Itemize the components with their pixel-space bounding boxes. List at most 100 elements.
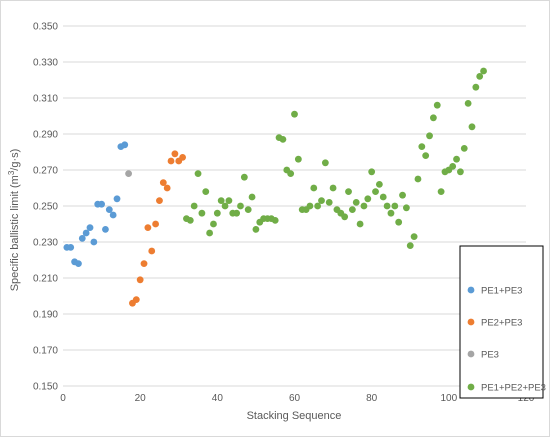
data-point bbox=[472, 83, 480, 91]
data-point bbox=[125, 170, 132, 178]
data-point bbox=[279, 136, 287, 143]
data-point bbox=[252, 226, 260, 233]
legend-marker bbox=[467, 383, 475, 391]
data-point bbox=[375, 181, 383, 188]
data-point bbox=[341, 213, 349, 221]
data-point bbox=[399, 191, 406, 199]
y-tick-label: 0.270 bbox=[33, 166, 58, 177]
y-tick-label: 0.210 bbox=[33, 274, 58, 285]
data-point bbox=[348, 206, 356, 214]
data-point bbox=[179, 154, 187, 161]
y-tick-label: 0.330 bbox=[33, 58, 58, 69]
data-point bbox=[464, 100, 472, 107]
data-points bbox=[63, 67, 487, 307]
data-point bbox=[156, 197, 163, 205]
data-point bbox=[109, 211, 117, 219]
data-point bbox=[437, 188, 445, 196]
x-tick-label: 100 bbox=[440, 393, 457, 404]
data-point bbox=[217, 197, 225, 205]
data-point bbox=[449, 163, 457, 170]
data-point bbox=[453, 155, 460, 163]
data-point bbox=[468, 123, 476, 131]
data-point bbox=[457, 168, 464, 176]
data-point bbox=[321, 159, 329, 167]
data-point bbox=[422, 152, 430, 160]
data-point bbox=[75, 260, 82, 267]
data-point bbox=[163, 184, 171, 192]
data-point bbox=[105, 206, 113, 214]
data-point bbox=[418, 143, 426, 151]
data-point bbox=[144, 224, 152, 232]
data-point bbox=[248, 193, 256, 201]
y-axis-label-superscript: 3 bbox=[7, 170, 16, 175]
data-point bbox=[345, 188, 352, 196]
data-point bbox=[364, 195, 372, 203]
x-tick-label: 60 bbox=[289, 393, 301, 404]
data-point bbox=[221, 202, 229, 210]
x-tick-label: 20 bbox=[135, 393, 147, 404]
data-point bbox=[198, 209, 206, 217]
data-point bbox=[152, 220, 160, 228]
data-point bbox=[406, 242, 414, 250]
x-axis-label: Stacking Sequence bbox=[247, 410, 342, 422]
data-point bbox=[476, 73, 484, 80]
data-point bbox=[387, 209, 395, 217]
data-point bbox=[78, 235, 86, 242]
data-point bbox=[213, 209, 221, 217]
data-point bbox=[402, 204, 410, 212]
data-point bbox=[171, 150, 179, 158]
data-point bbox=[294, 155, 302, 163]
data-point bbox=[360, 202, 368, 210]
legend-marker bbox=[467, 286, 475, 294]
data-point bbox=[210, 220, 217, 228]
data-point bbox=[460, 145, 468, 152]
data-point bbox=[287, 170, 295, 178]
data-point bbox=[391, 202, 399, 210]
data-point bbox=[306, 202, 314, 210]
data-point bbox=[206, 229, 214, 237]
data-point bbox=[233, 209, 241, 217]
legend: PE1+PE3 PE2+PE3 PE3 PE1+PE2+PE3 bbox=[459, 245, 546, 399]
gridlines bbox=[63, 25, 526, 387]
data-point bbox=[121, 141, 129, 149]
data-point bbox=[480, 67, 487, 75]
data-point bbox=[148, 247, 156, 255]
data-point bbox=[167, 157, 175, 165]
data-point bbox=[356, 220, 364, 228]
data-point bbox=[368, 168, 376, 176]
data-point bbox=[314, 202, 322, 210]
data-point bbox=[86, 224, 94, 232]
data-point bbox=[414, 175, 422, 183]
data-point bbox=[433, 101, 441, 109]
y-tick-labels: 0.150 0.170 0.190 0.210 0.230 0.250 0.270 0.290… bbox=[33, 22, 58, 393]
y-tick-label: 0.230 bbox=[33, 238, 58, 249]
data-point bbox=[240, 173, 248, 181]
legend-label: PE2+PE3 bbox=[481, 318, 522, 329]
x-tick-label: 0 bbox=[60, 393, 66, 404]
data-point bbox=[395, 218, 403, 226]
data-point bbox=[140, 260, 148, 267]
data-point bbox=[194, 170, 202, 178]
data-point bbox=[430, 114, 437, 122]
data-point bbox=[98, 200, 105, 208]
data-point bbox=[90, 238, 98, 246]
data-point bbox=[291, 110, 298, 118]
legend-label: PE1+PE3 bbox=[481, 286, 522, 297]
data-point bbox=[237, 202, 244, 210]
data-point bbox=[410, 233, 418, 241]
y-axis-label-end: /g·s) bbox=[9, 149, 21, 171]
legend-marker bbox=[467, 318, 475, 326]
data-point bbox=[190, 202, 198, 210]
data-point bbox=[352, 199, 360, 206]
y-tick-label: 0.150 bbox=[33, 382, 58, 393]
data-point bbox=[159, 179, 167, 187]
data-point bbox=[67, 244, 75, 251]
y-tick-label: 0.190 bbox=[33, 310, 58, 321]
y-tick-label: 0.170 bbox=[33, 346, 58, 357]
y-tick-label: 0.290 bbox=[33, 130, 58, 141]
legend-marker bbox=[467, 350, 475, 358]
legend-label: PE1+PE2+PE3 bbox=[481, 383, 546, 394]
x-tick-label: 80 bbox=[366, 393, 378, 404]
data-point bbox=[136, 276, 144, 284]
data-point bbox=[271, 217, 279, 224]
